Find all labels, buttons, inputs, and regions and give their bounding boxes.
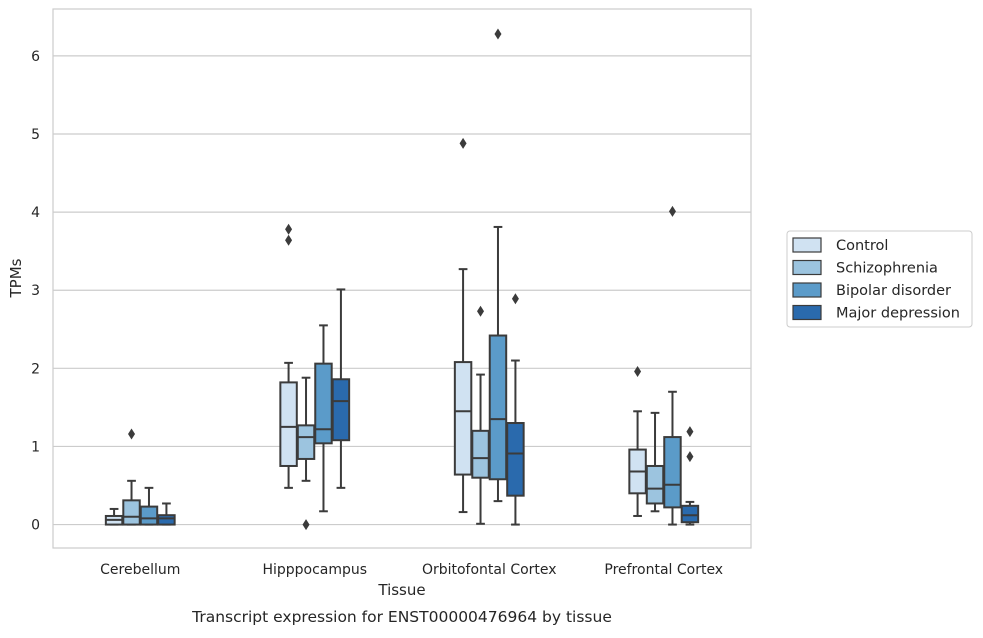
x-axis-label: Tissue [377,581,425,599]
y-tick-label: 4 [31,205,40,221]
legend-label: Control [836,238,888,254]
box [122,499,141,526]
box [453,361,473,476]
box-group [104,507,124,526]
box-group [139,486,159,526]
box-group [157,502,176,526]
box [296,424,316,460]
y-tick-label: 5 [31,127,40,143]
box [663,436,682,509]
y-tick-label: 1 [31,439,40,455]
outlier-point [285,223,293,235]
outlier-point [459,137,467,149]
legend-swatch [792,237,822,253]
x-tick-labels: Cerebellum Hipppocampus Orbitofontal Corte… [100,562,723,578]
legend-label: Schizophrenia [836,261,938,277]
box [645,464,665,505]
box-group [488,28,508,503]
legend-label: Major depression [836,306,960,322]
outlier-point [494,28,502,40]
outlier-point [686,426,694,438]
outlier-point [634,365,642,377]
box-group [279,223,298,489]
box [279,381,298,467]
box [139,505,159,526]
outlier-point [686,451,694,463]
legend: Control Schizophrenia Bipolar disorder Majo… [786,230,973,328]
legend-label: Bipolar disorder [836,283,951,299]
box-group [663,205,682,526]
x-tick-label: Orbitofontal Cortex [422,562,557,578]
box [331,378,351,442]
box-group [453,137,473,514]
outlier-point [302,519,310,531]
x-tick-label: Prefrontal Cortex [604,562,723,578]
box-group [680,426,700,526]
box-group [331,288,351,489]
box [471,429,490,479]
legend-swatch [792,304,822,321]
box [157,514,176,526]
box [488,334,508,481]
outlier-point [477,305,485,317]
box-group [122,428,141,526]
legend-swatch [792,282,822,298]
box-group [296,376,316,531]
box-group [314,324,333,513]
y-tick-label: 0 [31,518,40,534]
boxes [104,28,700,531]
y-tick-label: 6 [31,49,40,65]
legend-swatch [792,259,822,276]
y-tick-label: 2 [31,361,40,377]
box [680,504,700,524]
box-group [471,305,490,525]
outlier-point [285,234,293,246]
outlier-point [668,205,676,217]
chart-caption: Transcript expression for ENST0000047696… [191,608,612,626]
box [314,362,333,445]
box-group [506,293,525,526]
x-tick-label: Hipppocampus [262,562,367,578]
box-group [628,365,647,517]
y-tick-label: 3 [31,283,40,299]
legend-frame [786,230,973,328]
outlier-point [511,293,519,305]
outlier-point [128,428,136,440]
y-tick-labels: 0 1 2 3 4 5 6 [31,49,40,534]
box [506,422,525,497]
y-axis-label: TPMs [7,258,25,298]
x-tick-label: Cerebellum [100,562,180,578]
